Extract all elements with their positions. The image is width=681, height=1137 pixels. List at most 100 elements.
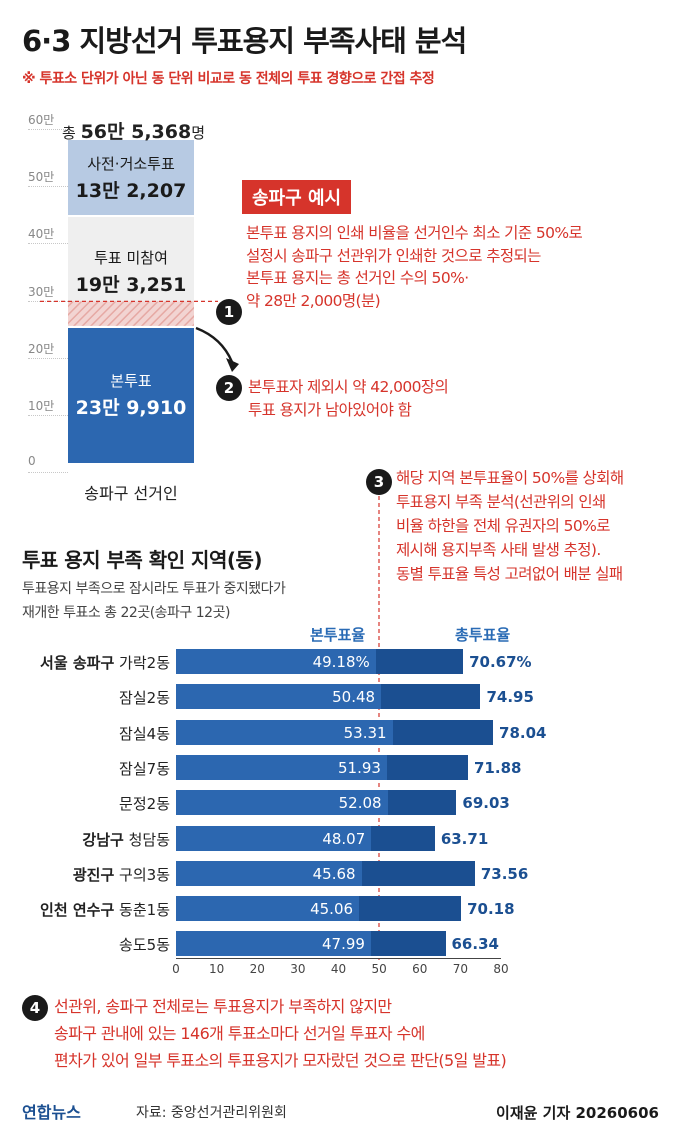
example-text: 본투표 용지의 인쇄 비율을 선거인수 최소 기준 50%로 설정시 송파구 선… [246,222,583,312]
y-tick-label: 10만 [28,398,55,413]
x-tick-label: 60 [412,962,428,976]
main-rate-label: 51.93 [338,758,381,777]
main-rate-bar [176,649,376,674]
main-rate-label: 52.08 [338,794,382,813]
dong-label: 가락2동 [119,654,170,672]
arrow-head [226,358,239,372]
y-gridline [28,472,68,473]
source-text: 자료: 중앙선거관리위원회 [136,1105,287,1121]
badge-2: 2 [216,375,242,401]
group-label: 강남구 [82,830,124,849]
row-label: 문정2동 [119,793,170,814]
footer-line: 선관위, 송파구 전체로는 투표용지가 부족하지 않지만 [54,997,392,1016]
main-rate-label: 50.48 [332,688,376,707]
stack-x-label: 송파구 선거인 [84,484,178,503]
x-axis-line [176,958,501,959]
y-gridline [28,129,68,130]
segment-value: 23만 9,910 [75,397,187,420]
note-3-line: 비율 하한을 전체 유권자의 50%로 [396,517,610,535]
dong-label: 잠실2동 [119,689,170,708]
note-3-line: 투표용지 부족 분석(선관위의 인쇄 [396,493,606,511]
total-label: 총 56만 5,368명 [62,117,205,144]
main-rate-label: 45.68 [312,864,356,883]
total-value: 56만 5,368 [80,121,192,143]
curved-arrow [195,326,234,363]
group-label: 서울 송파구 [40,654,115,672]
main-rate-bar [176,790,388,816]
page-title: 6·3 지방선거 투표용지 부족사태 분석 [22,24,467,58]
segment-early-vote: 사전·거소투표 13만 2,207 [68,139,194,216]
x-tick-label: 30 [290,962,306,976]
main-rate-bar [176,860,362,886]
main-rate-label: 45.06 [310,900,354,919]
note-2-line: 투표 용지가 남아있어야 함 [248,400,412,419]
note-3-line: 동별 투표율 특성 고려없어 배분 실패 [396,565,623,583]
y-tick-label: 50만 [28,170,55,185]
section-note: 재개한 투표소 총 22곳(송파구 12곳) [22,605,230,621]
dong-label: 잠실7동 [119,759,170,778]
group-label: 광진구 [72,865,115,884]
footer-note: 선관위, 송파구 전체로는 투표용지가 부족하지 않지만 송파구 관내에 있는 … [54,993,507,1074]
main-rate-bar [176,825,372,851]
x-tick-label: 80 [493,962,509,976]
main-rate-bar [176,684,382,710]
y-tick-label: 40만 [28,227,55,242]
total-rate-label: 78.04 [499,723,547,742]
example-line: 약 28만 2,000명(분) [246,291,381,310]
main-rate-bar [176,896,360,922]
badge-4: 4 [22,995,48,1021]
note-2-line: 본투표자 제외시 약 42,000장의 [248,378,449,396]
segment-value: 19만 3,251 [75,273,187,296]
total-rate-label: 70.67% [469,653,532,671]
badge-3: 3 [366,469,392,495]
segment-label: 투표 미참여 [94,248,168,267]
credit-text: 이재윤 기자 20260606 [496,1104,659,1122]
row-label: 잠실4동 [119,723,170,744]
x-tick-label: 10 [208,962,225,976]
y-gridline [28,414,68,416]
legend-main-rate: 본투표율 [310,626,366,644]
row-label: 잠실2동 [119,687,170,708]
y-gridline [28,357,68,359]
example-line: 본투표 용지는 총 선거인 수의 50%· [246,269,469,287]
note-3-line: 해당 지역 본투표율이 50%를 상회해 [396,469,624,487]
note-3: 해당 지역 본투표율이 50%를 상회해 투표용지 부족 분석(선관위의 인쇄 … [396,466,624,586]
row-label: 강남구 청담동 [82,829,170,850]
shortfall-hatch [68,301,194,326]
row-label: 서울 송파구 가락2동 [40,652,170,673]
footer-line: 편차가 있어 일부 투표소의 투표용지가 모자랐던 것으로 판단(5일 발표) [54,1051,507,1070]
total-suffix: 명 [191,124,206,142]
x-tick-label: 0 [172,962,180,976]
segment-label: 본투표 [110,372,152,391]
footer-line: 송파구 관내에 있는 146개 투표소마다 선거일 투표자 수에 [54,1024,425,1043]
main-rate-bar [176,719,393,745]
total-rate-label: 71.88 [474,758,522,777]
row-label: 광진구 구의3동 [73,864,170,885]
dong-label: 구의3동 [119,865,170,884]
main-rate-label: 47.99 [322,935,365,954]
dong-label: 송도5동 [119,936,170,955]
section-title: 투표 용지 부족 확인 지역(동) [22,548,263,572]
y-tick-label: 20만 [28,341,55,356]
x-tick-label: 70 [452,962,469,976]
legend-total-rate: 총투표율 [455,626,511,644]
total-prefix: 총 [62,124,81,142]
example-line: 설정시 송파구 선관위가 인쇄한 것으로 추정되는 [246,246,541,265]
main-rate-label: 48.07 [322,829,366,848]
total-rate-label: 66.34 [451,935,499,954]
note-3-line: 제시해 용지부족 사태 발생 추정). [396,541,601,559]
yonhap-logo: 연합뉴스 [22,1103,81,1122]
y-tick-label: 30만 [28,284,55,299]
y-tick-label: 60만 [28,113,55,127]
dong-label: 문정2동 [119,795,170,814]
row-label: 잠실7동 [119,758,170,779]
main-rate-label: 53.31 [343,723,387,742]
section-note: 투표용지 부족으로 잠시라도 투표가 중지됐다가 [22,581,286,597]
main-rate-bar [176,754,387,780]
y-gridline [28,186,68,188]
total-rate-label: 73.56 [480,864,529,883]
dong-label: 동춘1동 [119,901,170,920]
segment-label: 사전·거소투표 [87,154,175,173]
note-2: 본투표자 제외시 약 42,000장의 투표 용지가 남아있어야 함 [248,376,449,421]
y-gridline [28,243,68,245]
